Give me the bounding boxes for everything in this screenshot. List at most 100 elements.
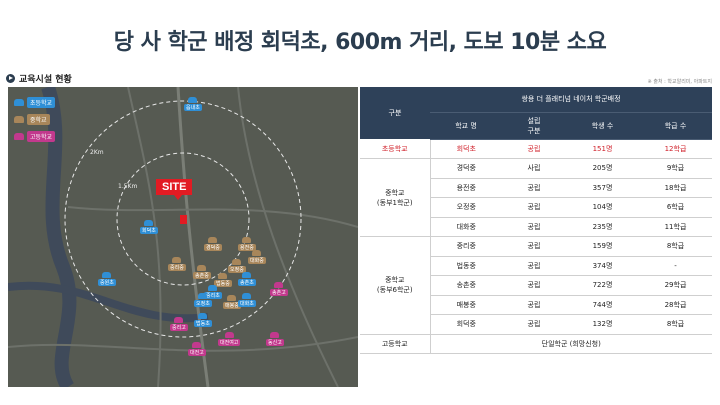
- table-cell: 18학급: [639, 178, 712, 198]
- table-cell: 사립: [502, 158, 566, 179]
- table-row: 매봉중 공립 744명 28학급: [360, 295, 712, 315]
- table-cell: 235명: [566, 217, 639, 237]
- school-pin-label: 대전여고: [218, 339, 241, 346]
- school-pin: 오정초: [194, 293, 212, 307]
- education-map: 초등학교 중학교 고등학교 2Km 1.5Km SITE 회덕초 중리중 송촌중 매…: [8, 87, 358, 387]
- school-pin: 오정중: [228, 259, 246, 273]
- school-pin: 송촌초: [238, 272, 256, 286]
- school-cap-icon: [208, 237, 218, 243]
- table-cell: 오정중: [430, 197, 502, 218]
- school-pin: 송촌중: [193, 265, 211, 279]
- school-pin: 대화중: [248, 250, 266, 264]
- column-header-students: 학생 수: [566, 112, 639, 140]
- school-cap-icon: [242, 237, 252, 243]
- school-cap-icon: [242, 293, 252, 299]
- school-cap-icon: [188, 97, 198, 103]
- table-cell: 11학급: [639, 217, 712, 237]
- school-pin: 중리초: [204, 285, 222, 299]
- table-cell: 대화중: [430, 217, 502, 237]
- table-cell: 공립: [502, 256, 566, 276]
- site-flag-icon: [180, 215, 187, 224]
- school-cap-icon: [102, 272, 112, 278]
- school-pin: 법동중: [214, 273, 232, 287]
- table-cell: 6학급: [639, 197, 712, 218]
- table-cell: 374명: [566, 256, 639, 276]
- school-pin-label: 중리중: [168, 264, 186, 271]
- column-header-classes: 학급 수: [639, 112, 712, 140]
- row-category: 고등학교: [360, 334, 431, 354]
- table-row: 초등학교 회덕초 공립 151명 12학급: [360, 139, 712, 159]
- table-cell: 공립: [502, 217, 566, 237]
- table-row: 용전중 공립 357명 18학급: [360, 178, 712, 198]
- school-pin-label: 송촌고: [270, 289, 288, 296]
- legend-item-elementary: 초등학교: [14, 97, 56, 108]
- school-pin-label: 송촌중: [193, 272, 211, 279]
- school-cap-icon: [198, 293, 208, 299]
- source-note: ※ 출처 : 학교알리미, 아파트지: [647, 79, 712, 85]
- school-pin-label: 법동초: [194, 320, 212, 327]
- table-cell: -: [639, 256, 712, 276]
- school-pin-label: 동신고: [266, 339, 284, 346]
- school-cap-icon: [174, 317, 184, 323]
- school-pin: 중원초: [98, 272, 116, 286]
- school-cap-icon: [270, 332, 280, 338]
- school-pin-label: 오정중: [228, 266, 246, 273]
- table-cell: 공립: [502, 139, 566, 159]
- section-title-text: 교육시설 현황: [19, 75, 72, 85]
- legend-label: 고등학교: [27, 131, 56, 142]
- table-body: 초등학교 회덕초 공립 151명 12학급 중학교 (동부1학군) 경덕중 사립 205명 9학급…: [360, 139, 712, 354]
- table-cell: 8학급: [639, 314, 712, 335]
- table-cell: 104명: [566, 197, 639, 218]
- school-pin: 회덕초: [140, 220, 158, 234]
- school-cap-icon: [144, 220, 154, 226]
- row-category: 중학교 (동부6학군): [360, 236, 431, 335]
- school-cap-icon: [14, 99, 24, 106]
- table-cell: 357명: [566, 178, 639, 198]
- school-cap-icon: [218, 273, 228, 279]
- play-bullet-icon: [6, 74, 15, 83]
- map-legend: 초등학교 중학교 고등학교: [14, 97, 56, 148]
- table-cell: 공립: [502, 295, 566, 315]
- row-category: 초등학교: [360, 139, 431, 159]
- legend-label: 초등학교: [27, 97, 56, 108]
- table-row: 회덕중 공립 132명 8학급: [360, 314, 712, 335]
- column-header-school: 학교 명: [430, 112, 502, 140]
- school-cap-icon: [232, 259, 242, 265]
- table-row: 송촌중 공립 722명 29학급: [360, 275, 712, 296]
- school-pin: 용전중: [238, 237, 256, 251]
- school-pin: 중리고: [170, 317, 188, 331]
- table-cell: 9학급: [639, 158, 712, 179]
- school-pin-label: 경덕중: [204, 244, 222, 251]
- school-cap-icon: [242, 272, 252, 278]
- table-cell: 722명: [566, 275, 639, 296]
- table-cell: 경덕중: [430, 158, 502, 179]
- ring-label-1-5km: 1.5Km: [118, 183, 138, 190]
- map-roads: [8, 87, 358, 387]
- school-cap-icon: [172, 257, 182, 263]
- school-cap-icon: [224, 332, 234, 338]
- school-pin: 대전고: [188, 342, 206, 356]
- table-cell: 12학급: [639, 139, 712, 159]
- school-pin: 매봉중: [223, 295, 241, 309]
- school-cap-icon: [14, 133, 24, 140]
- table-row: 고등학교 단일학군 (희망신청): [360, 334, 712, 354]
- legend-item-middle: 중학교: [14, 114, 55, 125]
- school-pin: 중리중: [168, 257, 186, 271]
- table-cell: 회덕초: [430, 139, 502, 159]
- row-category: 중학교 (동부1학군): [360, 158, 431, 237]
- school-pin-label: 용전중: [238, 244, 256, 251]
- school-pin: 읍내초: [184, 97, 202, 111]
- school-pin-label: 매봉중: [223, 302, 241, 309]
- legend-item-high: 고등학교: [14, 131, 56, 142]
- table-row: 대화중 공립 235명 11학급: [360, 217, 712, 237]
- table-cell: 205명: [566, 158, 639, 179]
- table-cell: 공립: [502, 275, 566, 296]
- school-pin-label: 중리고: [170, 324, 188, 331]
- school-cap-icon: [14, 116, 24, 123]
- table-cell: 매봉중: [430, 295, 502, 315]
- school-pin: 경덕중: [204, 237, 222, 251]
- table-row: 중학교 (동부1학군) 경덕중 사립 205명 9학급: [360, 158, 712, 237]
- section-title: 교육시설 현황: [6, 72, 72, 85]
- column-header-type: 설립 구분: [502, 112, 566, 140]
- legend-label: 중학교: [27, 114, 50, 125]
